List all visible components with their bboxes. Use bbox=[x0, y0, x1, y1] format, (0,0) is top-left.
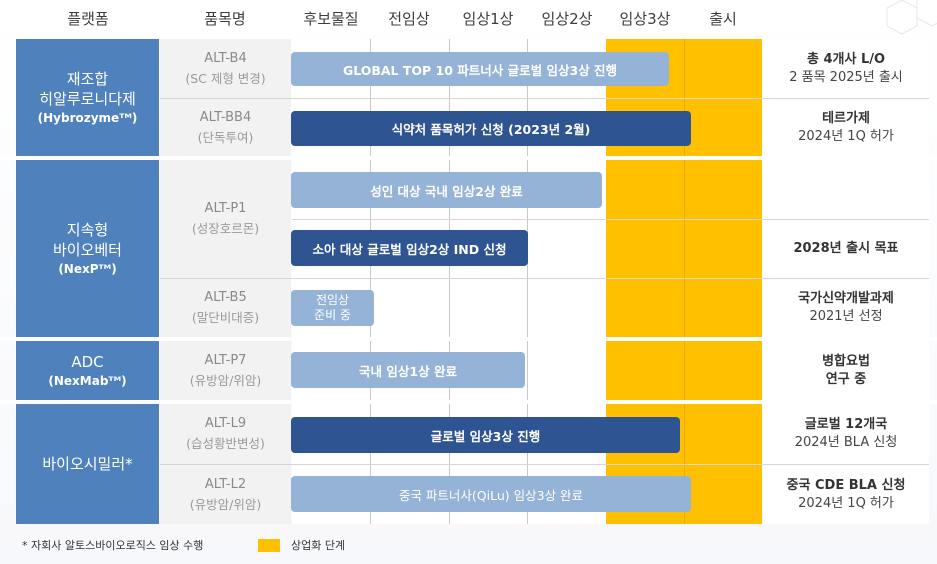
header-candidate: 후보물질 bbox=[303, 10, 359, 28]
status-b4: 총 4개사 L/O 2 품목 2025년 출시 bbox=[763, 39, 929, 98]
status-b5: 국가신약개발과제 2021년 선정 bbox=[763, 279, 929, 337]
section-title: 지속형 bbox=[66, 220, 109, 239]
product-alt-p1: ALT-P1 (성장호르몬) bbox=[160, 160, 291, 278]
status-p7: 병합요법 연구 중 bbox=[763, 341, 929, 400]
section-brand: (NexPᵀᴹ) bbox=[58, 261, 117, 276]
product-desc: (유방암/위암) bbox=[189, 372, 262, 388]
bar-label: 준비 중 bbox=[314, 308, 351, 322]
section-title: 재조합 bbox=[66, 69, 109, 88]
progress-bar-l2: 중국 파트너사(QiLu) 임상3상 완료 bbox=[291, 476, 691, 512]
footnote: * 자회사 알토스바이오로직스 임상 수행 bbox=[22, 539, 204, 552]
progress-bar-p1-child: 소아 대상 글로벌 임상2상 IND 신청 bbox=[291, 230, 528, 266]
status-l9: 글로벌 12개국 2024년 BLA 신청 bbox=[763, 404, 929, 464]
header-preclinical: 전임상 bbox=[388, 10, 430, 28]
header-product: 품목명 bbox=[204, 10, 246, 28]
status-p1-child: 2028년 출시 목표 bbox=[763, 220, 929, 278]
section-biosimilar: 바이오시밀러* bbox=[16, 404, 159, 524]
progress-bar-b5: 전임상 준비 중 bbox=[291, 290, 374, 326]
product-code: ALT-P7 bbox=[204, 352, 247, 368]
status-line: 테르가제 bbox=[822, 110, 870, 126]
section-title: ADC bbox=[71, 352, 104, 371]
legend-swatch bbox=[258, 539, 280, 552]
section-brand: (NexMabᵀᴹ) bbox=[48, 373, 127, 388]
product-code: ALT-L9 bbox=[204, 416, 247, 431]
section-hybrozyme: 재조합 히알루로니다제 (Hybrozymeᵀᴹ) bbox=[16, 39, 159, 156]
product-desc: (습성황반변성) bbox=[186, 436, 265, 451]
product-code: ALT-B4 bbox=[204, 50, 247, 66]
legend-label: 상업화 단계 bbox=[291, 539, 346, 552]
status-p1-adult bbox=[763, 160, 929, 219]
product-alt-bb4: ALT-BB4 (단독투여) bbox=[160, 99, 291, 156]
row-line bbox=[160, 98, 929, 99]
header-launch: 출시 bbox=[709, 10, 737, 28]
header-phase3: 임상3상 bbox=[619, 10, 671, 28]
grid-line bbox=[527, 39, 528, 524]
section-title: 바이오베터 bbox=[52, 240, 122, 259]
status-line: 2024년 BLA 신청 bbox=[794, 435, 898, 450]
product-alt-l2: ALT-L2 (유방암/위암) bbox=[160, 465, 291, 524]
status-line: 2021년 선정 bbox=[809, 309, 883, 324]
section-divider bbox=[0, 400, 937, 404]
row-line bbox=[160, 464, 929, 465]
product-code: ALT-BB4 bbox=[199, 109, 252, 125]
status-bb4: 테르가제 2024년 1Q 허가 bbox=[763, 99, 929, 156]
progress-bar-p7: 국내 임상1상 완료 bbox=[291, 352, 525, 388]
bar-label: 전임상 bbox=[315, 293, 350, 307]
product-alt-b5: ALT-B5 (말단비대증) bbox=[160, 279, 291, 337]
status-line: 글로벌 12개국 bbox=[804, 417, 888, 432]
grid-line bbox=[684, 39, 685, 524]
status-l2: 중국 CDE BLA 신청 2024년 1Q 허가 bbox=[763, 465, 929, 524]
grid-line bbox=[449, 39, 450, 524]
status-line: 2024년 1Q 허가 bbox=[798, 495, 894, 511]
section-brand: (Hybrozymeᵀᴹ) bbox=[37, 110, 138, 125]
section-divider bbox=[0, 337, 937, 341]
section-divider bbox=[0, 156, 937, 160]
product-code: ALT-P1 bbox=[204, 201, 247, 216]
row-line bbox=[292, 219, 929, 220]
product-code: ALT-B5 bbox=[204, 290, 247, 305]
header-phase2: 임상2상 bbox=[541, 10, 593, 28]
product-desc: (말단비대증) bbox=[191, 310, 260, 325]
product-code: ALT-L2 bbox=[204, 476, 247, 492]
progress-bar-p1-adult: 성인 대상 국내 임상2상 완료 bbox=[291, 172, 602, 208]
status-line: 2 품목 2025년 출시 bbox=[789, 69, 903, 85]
section-title: 히알루로니다제 bbox=[39, 89, 136, 108]
progress-bar-b4: GLOBAL TOP 10 파트너사 글로벌 임상3상 진행 bbox=[291, 52, 669, 86]
section-adc: ADC (NexMabᵀᴹ) bbox=[16, 341, 159, 400]
product-desc: (성장호르몬) bbox=[191, 221, 260, 236]
section-title: 바이오시밀러* bbox=[42, 455, 133, 473]
product-desc: (단독투여) bbox=[197, 129, 254, 145]
status-line: 중국 CDE BLA 신청 bbox=[786, 477, 906, 493]
product-alt-b4: ALT-B4 (SC 제형 변경) bbox=[160, 39, 291, 98]
status-line: 총 4개사 L/O bbox=[806, 51, 886, 67]
progress-bar-l9: 글로벌 임상3상 진행 bbox=[291, 417, 680, 453]
status-line: 2024년 1Q 허가 bbox=[798, 128, 894, 144]
product-desc: (SC 제형 변경) bbox=[185, 70, 266, 86]
hexagon-decoration bbox=[886, 0, 937, 35]
row-line bbox=[160, 278, 929, 279]
status-line: 국가신약개발과제 bbox=[798, 291, 894, 306]
status-line: 2028년 출시 목표 bbox=[793, 241, 899, 256]
grid-line bbox=[370, 39, 371, 524]
header-platform: 플랫폼 bbox=[67, 10, 109, 28]
product-alt-l9: ALT-L9 (습성황반변성) bbox=[160, 404, 291, 464]
section-nexp: 지속형 바이오베터 (NexPᵀᴹ) bbox=[16, 160, 159, 337]
product-alt-p7: ALT-P7 (유방암/위암) bbox=[160, 341, 291, 400]
status-line: 병합요법 bbox=[822, 353, 870, 369]
header-phase1: 임상1상 bbox=[462, 10, 514, 28]
product-desc: (유방암/위암) bbox=[189, 496, 262, 512]
status-line: 연구 중 bbox=[825, 371, 867, 387]
progress-bar-bb4: 식약처 품목허가 신청 (2023년 2월) bbox=[291, 111, 691, 146]
